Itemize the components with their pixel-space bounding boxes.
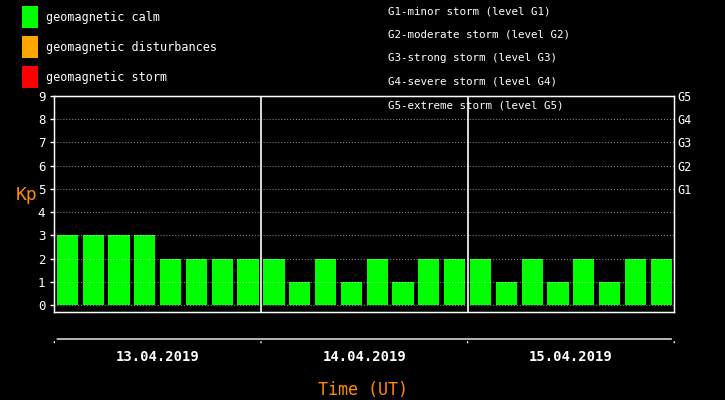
Text: G4-severe storm (level G4): G4-severe storm (level G4) [388, 77, 557, 87]
Text: G5-extreme storm (level G5): G5-extreme storm (level G5) [388, 100, 563, 110]
Bar [263, 258, 284, 305]
Bar [496, 282, 517, 305]
Bar [212, 258, 233, 305]
Bar [444, 258, 465, 305]
Bar [651, 258, 672, 305]
Bar [521, 258, 543, 305]
Bar [341, 282, 362, 305]
Text: G3-strong storm (level G3): G3-strong storm (level G3) [388, 53, 557, 63]
Text: 13.04.2019: 13.04.2019 [116, 350, 199, 364]
Text: G1-minor storm (level G1): G1-minor storm (level G1) [388, 6, 550, 16]
Bar [238, 258, 259, 305]
Bar [108, 235, 130, 305]
Text: 15.04.2019: 15.04.2019 [529, 350, 613, 364]
Bar [418, 258, 439, 305]
Bar [315, 258, 336, 305]
Bar [367, 258, 388, 305]
Bar [547, 282, 568, 305]
Text: 14.04.2019: 14.04.2019 [323, 350, 406, 364]
Bar [57, 235, 78, 305]
Bar [186, 258, 207, 305]
Text: Time (UT): Time (UT) [318, 381, 407, 399]
Text: geomagnetic storm: geomagnetic storm [46, 70, 167, 84]
Bar [134, 235, 155, 305]
Bar [392, 282, 414, 305]
Bar [83, 235, 104, 305]
Y-axis label: Kp: Kp [16, 186, 38, 204]
Text: G2-moderate storm (level G2): G2-moderate storm (level G2) [388, 30, 570, 40]
Bar [573, 258, 594, 305]
Bar [160, 258, 181, 305]
Bar [470, 258, 491, 305]
Bar [625, 258, 646, 305]
Text: geomagnetic calm: geomagnetic calm [46, 10, 160, 24]
Bar [599, 282, 621, 305]
Bar [289, 282, 310, 305]
Text: geomagnetic disturbances: geomagnetic disturbances [46, 40, 218, 54]
